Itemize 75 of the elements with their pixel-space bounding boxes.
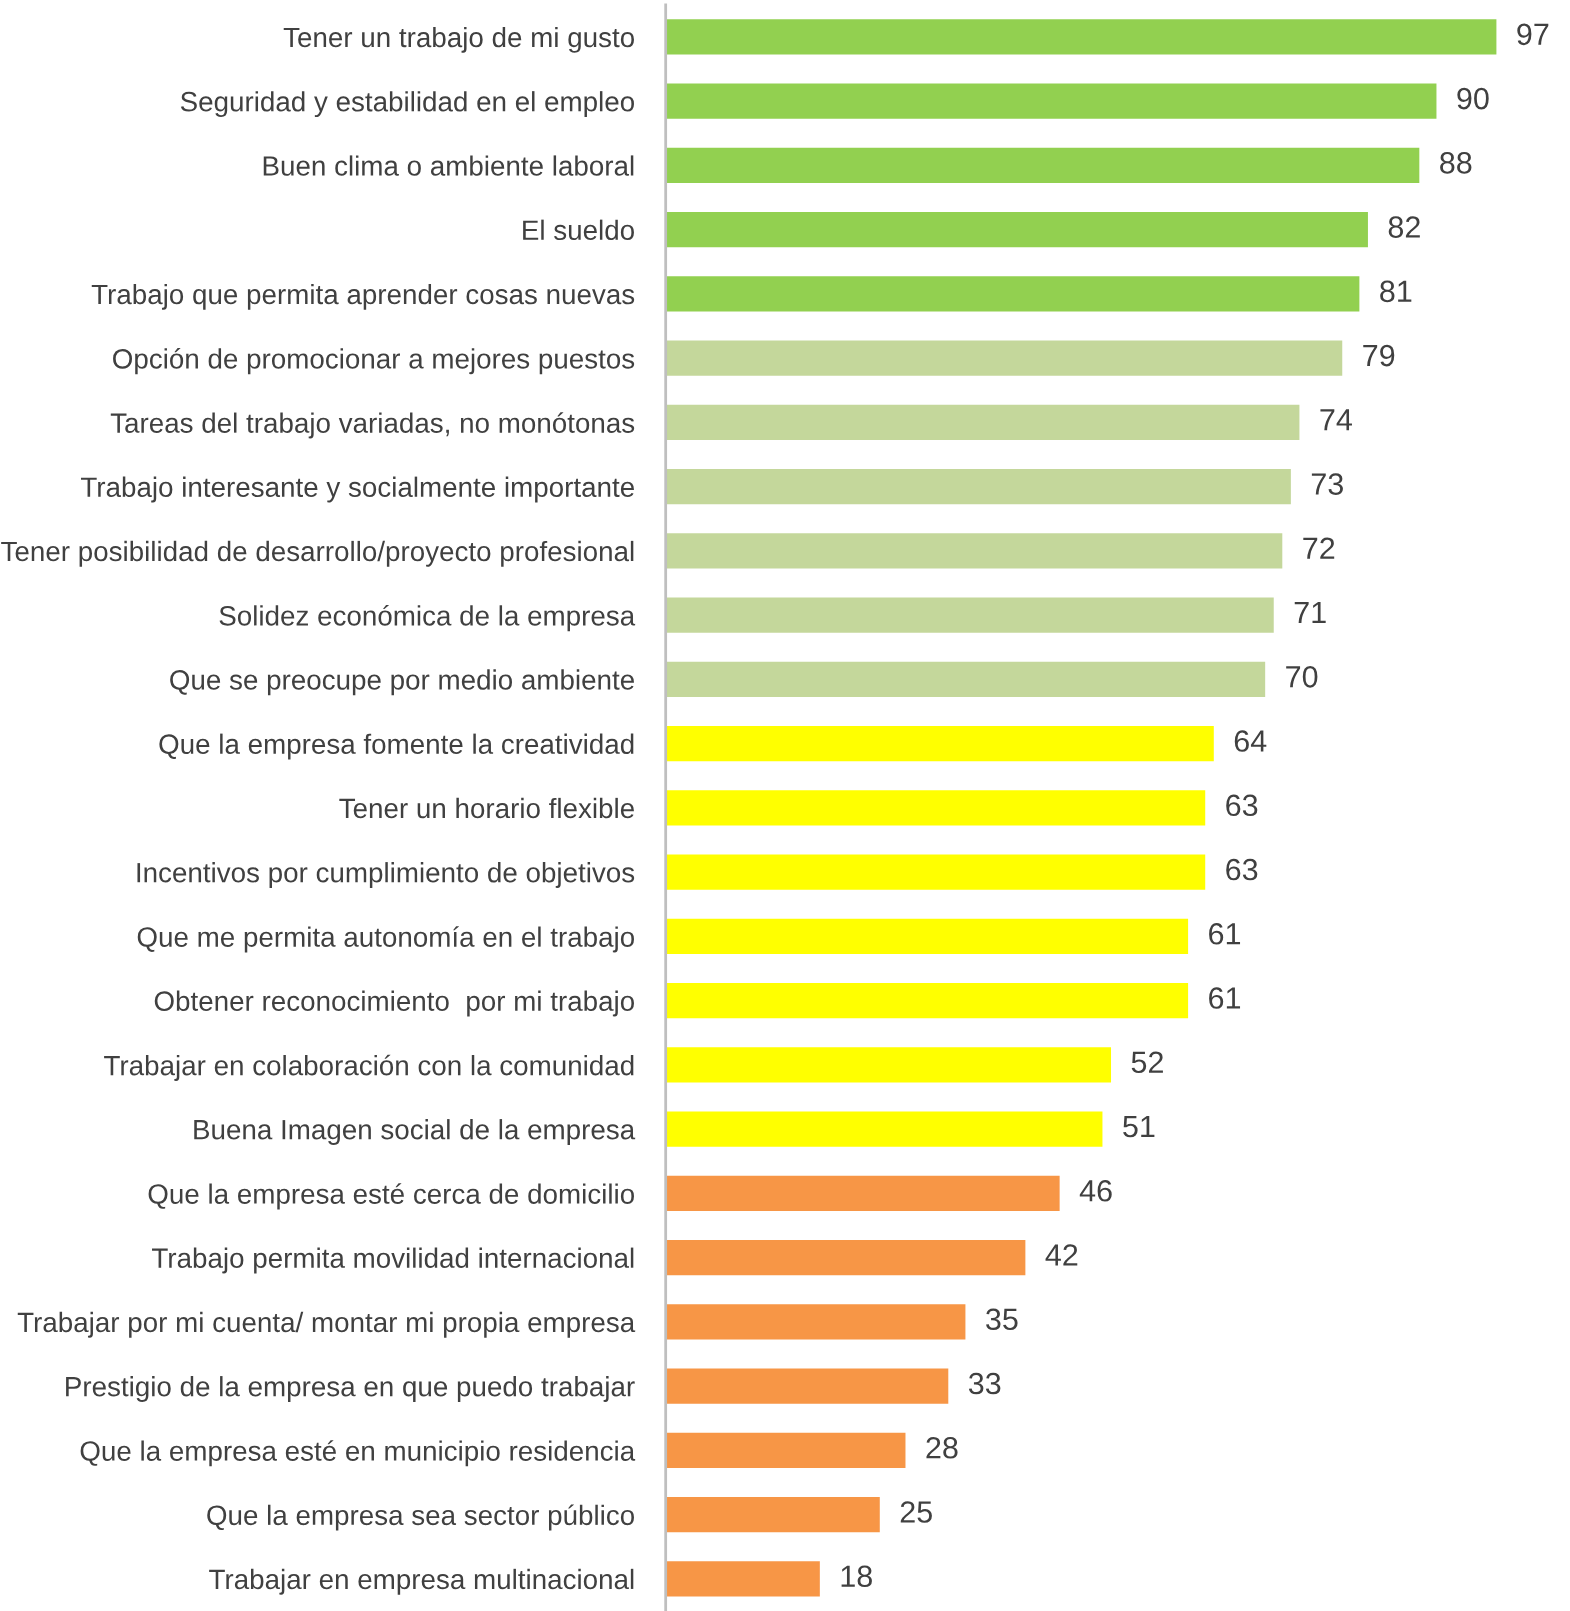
bar [665, 854, 1206, 890]
bar [665, 1561, 820, 1597]
data-label: 28 [926, 1436, 958, 1459]
y-tick-label: Buena Imagen social de la empresa [194, 1119, 636, 1145]
bar [665, 1111, 1103, 1147]
data-label: 73 [1311, 473, 1343, 495]
bar [665, 790, 1206, 826]
y-tick-label: Incentivos por cumplimiento de objetivos [137, 862, 635, 888]
y-tick-label: Tener posibilidad de desarrollo/proyecto profesional [1, 540, 634, 567]
y-tick-label: Tener un horario flexible [339, 797, 634, 819]
bar [665, 276, 1360, 312]
y-tick-label: Que la empresa esté en municipio residencia [80, 1440, 636, 1467]
y-tick-label: Que se preocupe por medio ambiente [170, 669, 634, 696]
bar [665, 1496, 880, 1533]
data-label: 33 [968, 1372, 1001, 1395]
y-tick-label: Obtener reconocimiento por mi trabajo [154, 990, 634, 1017]
y-tick-label: Que me permita autonomía en el trabajo [137, 926, 634, 953]
bar [665, 212, 1368, 248]
y-tick-label: Trabajar en empresa multinacional [209, 1568, 634, 1595]
data-label: 70 [1286, 665, 1318, 688]
data-label: 63 [1226, 858, 1258, 881]
data-label: 61 [1209, 922, 1241, 945]
data-label: 97 [1517, 23, 1549, 46]
y-tick-label: Prestigio de la empresa en que puedo trabajar [66, 1376, 635, 1402]
bar [665, 1175, 1060, 1212]
bar [665, 1368, 949, 1404]
data-label: 51 [1123, 1116, 1155, 1138]
bar [665, 661, 1266, 698]
bar [665, 918, 1189, 955]
data-label: 74 [1320, 409, 1352, 431]
data-label: 82 [1388, 216, 1420, 238]
y-tick-label: Que la empresa esté cerca de domicilio [148, 1183, 634, 1210]
y-tick-label: Que la empresa sea sector público [207, 1504, 634, 1531]
y-tick-label: Opción de promocionar a mejores puestos [113, 347, 635, 375]
bar [665, 597, 1274, 633]
data-label: 72 [1303, 537, 1335, 559]
y-tick-label: Trabajo interesante y socialmente importante [80, 476, 634, 503]
data-label: 64 [1234, 730, 1267, 752]
data-label: 35 [986, 1308, 1018, 1331]
bar [665, 726, 1214, 762]
bar [665, 533, 1283, 569]
data-label: 61 [1209, 987, 1241, 1009]
y-tick-label: Tareas del trabajo variadas, no monótonas [110, 412, 635, 439]
bar [665, 1239, 1026, 1276]
y-tick-label: Trabajo permita movilidad internacional [152, 1247, 634, 1274]
y-tick-label: El sueldo [523, 219, 634, 241]
y-tick-label: Trabajo que permita aprender cosas nuevas [91, 283, 635, 310]
data-label: 81 [1380, 280, 1412, 303]
data-label: 52 [1131, 1051, 1163, 1074]
data-label: 63 [1226, 794, 1258, 817]
bar [665, 982, 1189, 1019]
y-tick-label: Trabajar en colaboración con la comunidad [104, 1054, 634, 1081]
bar [665, 19, 1497, 55]
bar [665, 469, 1291, 505]
y-tick-label: Buen clima o ambiente laboral [263, 155, 634, 176]
bar [665, 147, 1420, 184]
bar [665, 1304, 966, 1340]
data-label: 90 [1457, 87, 1489, 110]
bar [665, 404, 1300, 441]
y-tick-label: Solidez económica de la empresa [219, 604, 636, 632]
bar [665, 1047, 1112, 1083]
data-label: 88 [1440, 152, 1472, 174]
y-tick-label: Que la empresa fomente la creatividad [159, 733, 634, 760]
y-tick-label: Seguridad y estabilidad en el empleo [180, 91, 634, 118]
y-tick-label: Tener un trabajo de mi gusto [283, 26, 634, 53]
y-tick-label: Trabajar por mi cuenta/ montar mi propia empresa [17, 1311, 636, 1338]
data-label: 79 [1363, 344, 1395, 367]
data-label: 46 [1079, 1179, 1112, 1202]
data-label: 42 [1045, 1244, 1078, 1266]
bar [665, 1432, 906, 1469]
bar [665, 83, 1437, 119]
data-label: 18 [841, 1565, 872, 1588]
data-label: 25 [900, 1501, 932, 1523]
bar [665, 340, 1343, 376]
data-label: 71 [1294, 602, 1326, 624]
